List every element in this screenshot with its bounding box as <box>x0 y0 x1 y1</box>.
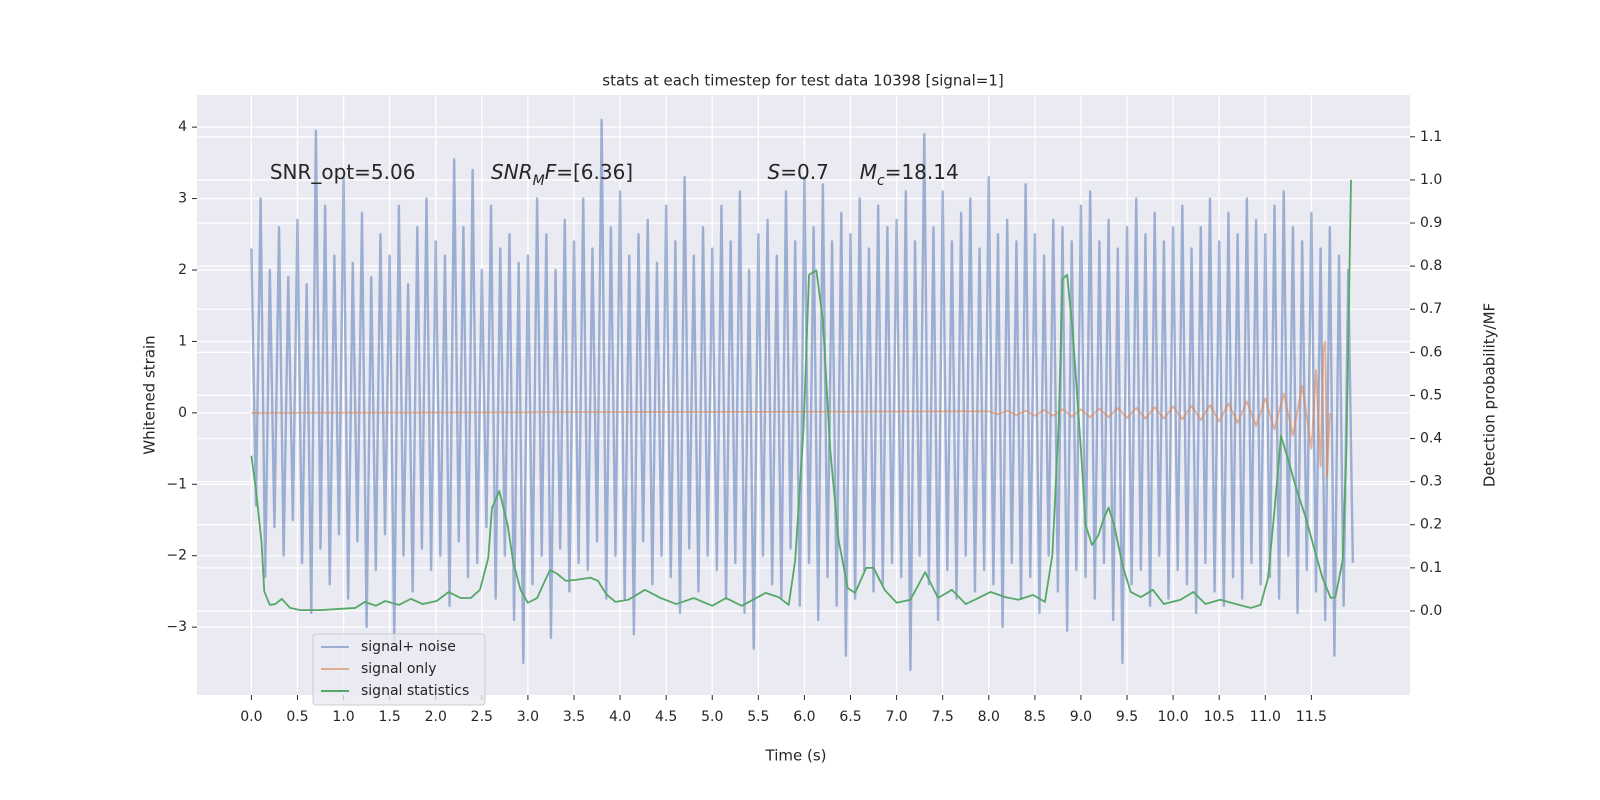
x-tick-label: 6.0 <box>793 709 815 725</box>
x-tick-label: 10.0 <box>1158 709 1189 725</box>
x-tick-label: 1.0 <box>332 709 354 725</box>
y-axis-label: Whitened strain <box>141 335 159 454</box>
y2-tick-label: 1.0 <box>1420 172 1442 188</box>
y2-tick-label: 1.1 <box>1420 129 1442 145</box>
x-tick-label: 3.0 <box>517 709 539 725</box>
x-tick-label: 6.5 <box>839 709 861 725</box>
y-tick-label: 0 <box>178 405 187 421</box>
y2-tick-label: 0.3 <box>1420 474 1442 490</box>
annotation-part: =0.7 <box>780 159 829 183</box>
annotation: SNR_opt=5.06 <box>270 159 416 183</box>
annotation-part: =[6.36] <box>556 159 633 183</box>
annotation: Mc=18.14 <box>860 159 959 189</box>
y2-tick-label: 0.1 <box>1420 560 1442 576</box>
x-tick-label: 0.0 <box>240 709 262 725</box>
x-tick-label: 2.0 <box>425 709 447 725</box>
y2-tick-label: 0.4 <box>1420 431 1442 447</box>
series-line <box>250 179 1352 611</box>
x-tick-label: 9.5 <box>1116 709 1138 725</box>
y-tick-label: 2 <box>178 262 187 278</box>
x-tick-label: 10.5 <box>1204 709 1235 725</box>
y2-tick-label: 0.0 <box>1420 603 1442 619</box>
x-tick-label: 5.0 <box>701 709 723 725</box>
x-tick-label: 7.0 <box>885 709 907 725</box>
y2-tick-label: 0.6 <box>1420 344 1442 360</box>
x-tick-label: 0.5 <box>286 709 308 725</box>
y-tick-label: −1 <box>166 476 187 492</box>
series-line <box>250 118 1355 672</box>
y-tick-label: −2 <box>166 548 187 564</box>
x-tick-label: 8.0 <box>978 709 1000 725</box>
legend-label: signal statistics <box>361 683 469 699</box>
annotation-part: S <box>768 159 781 183</box>
x-tick-label: 4.0 <box>609 709 631 725</box>
x-tick-label: 1.5 <box>379 709 401 725</box>
annotation-part: SNR <box>491 159 533 183</box>
series-line <box>251 340 1331 479</box>
y-tick-label: 4 <box>178 119 187 135</box>
y2-tick-label: 0.8 <box>1420 258 1442 274</box>
x-tick-label: 11.5 <box>1296 709 1327 725</box>
y2-axis-label: Detection probability/MF <box>1481 303 1499 487</box>
annotation-part: =18.14 <box>885 159 959 183</box>
legend-box <box>312 633 486 706</box>
x-tick-label: 4.5 <box>655 709 677 725</box>
annotation-part: M <box>860 159 877 183</box>
legend-label: signal+ noise <box>361 639 456 655</box>
y2-tick-label: 0.2 <box>1420 517 1442 533</box>
x-tick-label: 7.5 <box>932 709 954 725</box>
annotation: S=0.7 <box>768 159 829 183</box>
y-tick-label: 1 <box>178 333 187 349</box>
y2-tick-label: 0.9 <box>1420 215 1442 231</box>
annotation-part: M <box>533 173 545 189</box>
x-tick-label: 8.5 <box>1024 709 1046 725</box>
y2-tick-label: 0.5 <box>1420 387 1442 403</box>
x-tick-label: 3.5 <box>563 709 585 725</box>
x-axis-label: Time (s) <box>765 747 827 765</box>
annotation: SNRMF=[6.36] <box>491 159 633 189</box>
x-tick-label: 5.5 <box>747 709 769 725</box>
y-tick-label: −3 <box>166 619 187 635</box>
y-tick-label: 3 <box>178 191 187 207</box>
x-tick-label: 2.5 <box>471 709 493 725</box>
x-tick-label: 11.0 <box>1250 709 1281 725</box>
legend-label: signal only <box>361 661 436 677</box>
annotation-part: F <box>545 159 557 183</box>
annotation-part: c <box>877 173 885 189</box>
annotation-part: SNR_opt=5.06 <box>270 159 416 183</box>
chart-title: stats at each timestep for test data 103… <box>602 72 1003 90</box>
y2-tick-label: 0.7 <box>1420 301 1442 317</box>
x-tick-label: 9.0 <box>1070 709 1092 725</box>
